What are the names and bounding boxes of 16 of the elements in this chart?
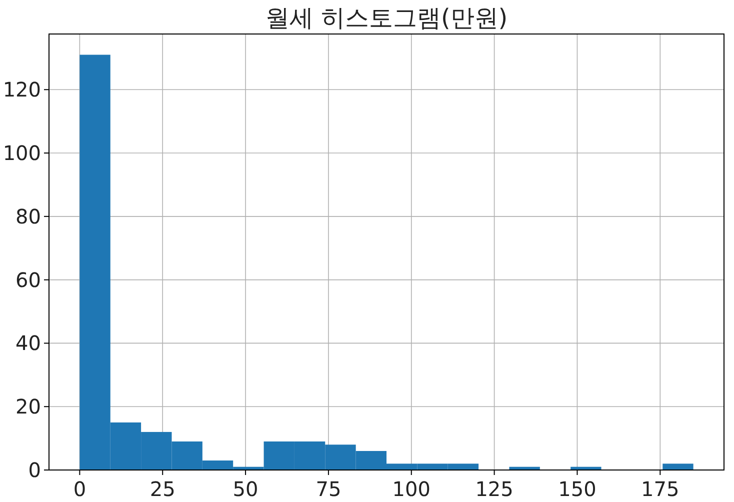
y-tick-label: 0	[28, 458, 41, 482]
x-tick-label: 75	[316, 477, 342, 501]
y-tick-label: 40	[16, 331, 41, 356]
y-tick-label: 100	[2, 141, 41, 166]
y-tick-label: 80	[16, 204, 41, 228]
x-tick-label: 50	[232, 477, 258, 501]
x-tick-label: 100	[392, 477, 430, 501]
x-tick-label: 175	[641, 477, 680, 501]
x-tick-label: 125	[475, 477, 514, 501]
y-tick-label: 120	[2, 78, 41, 102]
x-tick-label: 150	[558, 477, 596, 501]
y-tick-label: 60	[16, 268, 41, 292]
chart-title: 월세 히스토그램(만원)	[265, 4, 508, 32]
x-tick-label: 0	[73, 477, 86, 501]
y-tick-label: 20	[16, 394, 41, 419]
x-tick-label: 25	[150, 477, 176, 501]
